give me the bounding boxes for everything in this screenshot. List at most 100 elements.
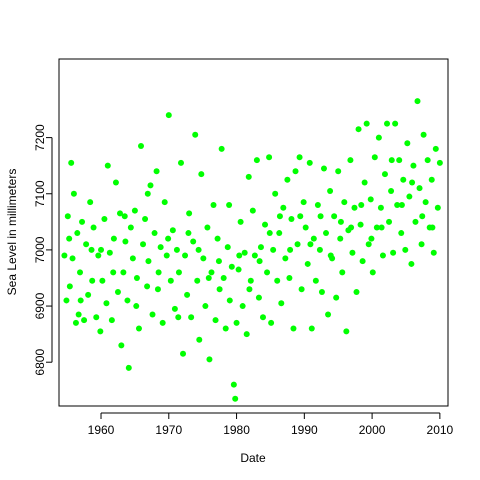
data-point bbox=[79, 218, 86, 225]
data-point bbox=[196, 336, 203, 343]
data-point bbox=[317, 213, 324, 220]
data-point bbox=[226, 201, 233, 208]
data-point bbox=[90, 224, 97, 231]
data-point bbox=[369, 269, 376, 276]
data-point bbox=[288, 216, 295, 223]
data-point bbox=[69, 255, 76, 262]
data-point bbox=[131, 207, 138, 214]
data-point bbox=[186, 210, 193, 217]
data-point bbox=[259, 314, 266, 321]
y-axis-title: Sea Level in millimeters bbox=[5, 169, 19, 296]
data-point bbox=[195, 246, 202, 253]
x-tick-label: 1970 bbox=[155, 423, 182, 437]
data-point bbox=[278, 300, 285, 307]
data-point bbox=[422, 199, 429, 206]
data-point bbox=[106, 249, 113, 256]
x-tick-label: 1960 bbox=[88, 423, 115, 437]
data-point bbox=[182, 252, 189, 259]
x-tick-label: 2000 bbox=[359, 423, 386, 437]
plot-frame bbox=[58, 58, 449, 407]
data-point bbox=[337, 218, 344, 225]
data-point bbox=[398, 201, 405, 208]
data-point bbox=[298, 286, 305, 293]
data-point bbox=[235, 266, 242, 273]
data-point bbox=[333, 294, 340, 301]
data-point bbox=[99, 277, 106, 284]
data-point bbox=[220, 274, 227, 281]
data-point bbox=[307, 241, 314, 248]
data-point bbox=[149, 311, 156, 318]
data-point bbox=[194, 277, 201, 284]
data-point bbox=[430, 249, 437, 256]
data-point bbox=[144, 190, 151, 197]
data-point bbox=[418, 241, 425, 248]
data-point bbox=[81, 317, 88, 324]
data-point bbox=[290, 325, 297, 332]
data-point bbox=[124, 297, 131, 304]
data-point bbox=[118, 342, 125, 349]
data-point bbox=[294, 241, 301, 248]
data-point bbox=[375, 134, 382, 141]
data-point bbox=[167, 277, 174, 284]
data-point bbox=[68, 159, 75, 166]
data-point bbox=[198, 171, 205, 178]
data-point bbox=[129, 255, 136, 262]
data-point bbox=[251, 252, 258, 259]
data-point bbox=[205, 274, 212, 281]
data-point bbox=[276, 213, 283, 220]
data-point bbox=[66, 283, 73, 290]
data-point bbox=[133, 274, 140, 281]
data-point bbox=[165, 235, 172, 242]
data-point bbox=[127, 224, 134, 231]
data-point bbox=[246, 286, 253, 293]
data-point bbox=[270, 246, 277, 253]
data-point bbox=[318, 289, 325, 296]
data-point bbox=[323, 230, 330, 237]
data-point bbox=[262, 221, 269, 228]
data-point bbox=[77, 269, 84, 276]
data-point bbox=[133, 303, 140, 310]
data-point bbox=[347, 157, 354, 164]
data-point bbox=[85, 291, 92, 298]
data-point bbox=[188, 314, 195, 321]
data-point bbox=[349, 249, 356, 256]
data-point bbox=[63, 297, 70, 304]
data-point bbox=[268, 319, 275, 326]
data-point bbox=[212, 317, 219, 324]
data-point bbox=[304, 260, 311, 267]
data-point bbox=[388, 187, 395, 194]
x-tick-label: 1990 bbox=[291, 423, 318, 437]
data-point bbox=[72, 319, 79, 326]
data-point bbox=[392, 120, 399, 127]
data-point bbox=[359, 258, 366, 265]
data-point bbox=[224, 244, 231, 251]
data-point bbox=[200, 255, 207, 262]
data-point bbox=[70, 190, 77, 197]
data-point bbox=[97, 328, 104, 335]
data-point bbox=[249, 207, 256, 214]
data-point bbox=[327, 187, 334, 194]
data-point bbox=[429, 224, 436, 231]
data-point bbox=[202, 303, 209, 310]
data-point bbox=[104, 162, 111, 169]
data-point bbox=[339, 269, 346, 276]
data-point bbox=[408, 260, 415, 267]
data-point bbox=[89, 277, 96, 284]
data-point bbox=[125, 364, 132, 371]
data-point bbox=[432, 145, 439, 152]
data-point bbox=[409, 179, 416, 186]
data-point bbox=[384, 120, 391, 127]
x-axis: 1960 1970 1980 1990 2000 2010 bbox=[88, 412, 454, 437]
data-point bbox=[434, 204, 441, 211]
y-tick-label: 6800 bbox=[33, 349, 47, 376]
data-point bbox=[175, 314, 182, 321]
data-point bbox=[74, 230, 81, 237]
data-point bbox=[341, 199, 348, 206]
data-point bbox=[357, 221, 364, 228]
data-point bbox=[142, 216, 149, 223]
data-point bbox=[419, 213, 426, 220]
data-point bbox=[77, 297, 84, 304]
data-point bbox=[266, 154, 273, 161]
data-point bbox=[264, 269, 271, 276]
